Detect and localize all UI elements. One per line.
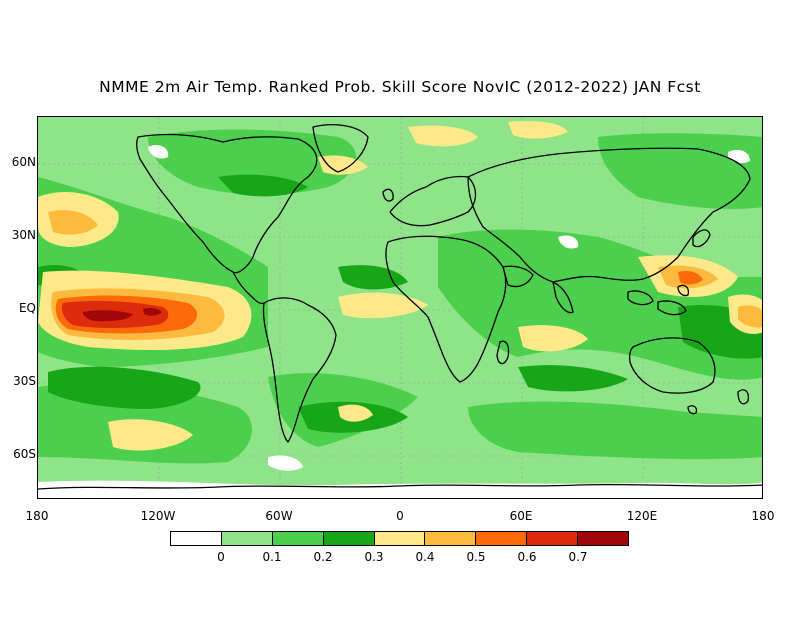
- skill-contours-0.8: [82, 308, 162, 322]
- lat-label-60s: 60S: [13, 447, 36, 461]
- skill-score-map: [38, 117, 762, 498]
- colorbar-label-2: 0.2: [313, 550, 333, 564]
- colorbar-box-8: [578, 532, 629, 545]
- colorbar-box-4: [374, 532, 426, 545]
- lon-label-120e: 120E: [626, 509, 658, 523]
- colorbar-box-6: [476, 532, 528, 545]
- lon-label-180w: 180: [25, 509, 49, 523]
- colorbar-box-2: [272, 532, 324, 545]
- lat-label-60n: 60N: [11, 155, 36, 169]
- lat-label-30s: 30S: [13, 374, 36, 388]
- colorbar-box-0: [171, 532, 222, 545]
- lon-label-120w: 120W: [140, 509, 176, 523]
- colorbar-box-3: [323, 532, 375, 545]
- colorbar-label-1: 0.1: [262, 550, 282, 564]
- coastlines: [38, 124, 762, 490]
- lon-label-0: 0: [396, 509, 404, 523]
- colorbar-label-0: 0: [217, 550, 225, 564]
- colorbar-box-1: [221, 532, 273, 545]
- colorbar-box-5: [425, 532, 477, 545]
- colorbar-label-5: 0.5: [466, 550, 486, 564]
- lat-label-30n: 30N: [11, 228, 36, 242]
- colorbar-label-3: 0.3: [364, 550, 384, 564]
- colorbar-label-6: 0.6: [517, 550, 537, 564]
- colorbar-label-7: 0.7: [568, 550, 588, 564]
- lon-label-60e: 60E: [509, 509, 533, 523]
- lat-label-eq: EQ: [18, 301, 36, 315]
- colorbar-label-4: 0.4: [415, 550, 435, 564]
- colorbar-box-7: [527, 532, 579, 545]
- map-title: NMME 2m Air Temp. Ranked Prob. Skill Sco…: [99, 78, 701, 96]
- lon-label-60w: 60W: [265, 509, 293, 523]
- map-area: [37, 116, 763, 499]
- colorbar: [170, 531, 629, 546]
- lon-label-180e: 180: [751, 509, 775, 523]
